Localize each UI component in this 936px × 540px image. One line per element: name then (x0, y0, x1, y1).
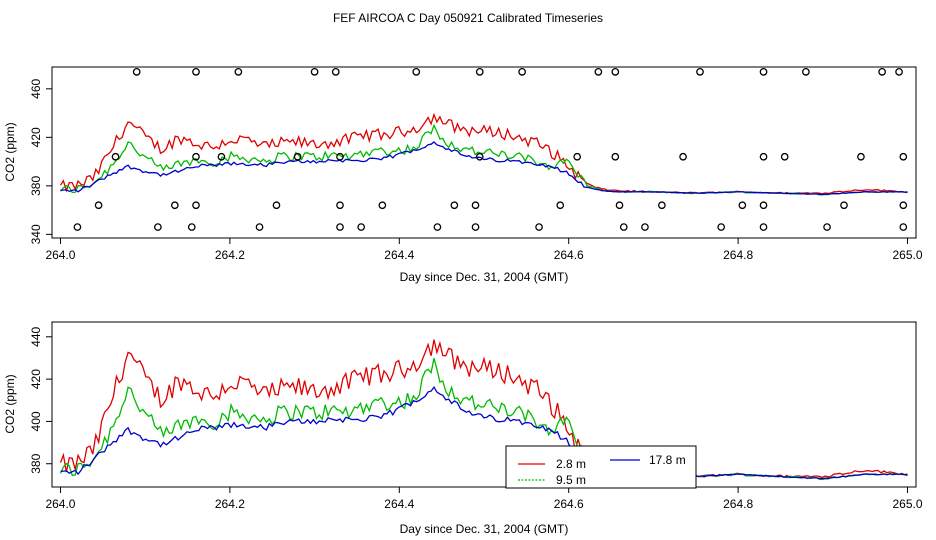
calibration-marker (471, 223, 480, 231)
legend-label-9-5m: 9.5 m (556, 473, 586, 487)
calibration-marker (759, 68, 768, 76)
bottom-panel: 264.0 264.2 264.4 264.6 264.8 265.0 380 400 420 4… (3, 321, 923, 536)
top-x-tick-label: 264.6 (554, 248, 584, 262)
calibration-marker (293, 152, 302, 161)
bottom-x-axis-label: Day since Dec. 31, 2004 (GMT) (400, 522, 569, 536)
bottom-y-axis-label: CO2 (ppm) (3, 374, 17, 433)
calibration-marker (132, 68, 141, 76)
calibration-marker (217, 152, 226, 161)
top-panel: 264.0 264.2 264.4 264.6 264.8 265.0 340 380 420 4… (3, 66, 923, 284)
bottom-x-tick-label: 264.2 (215, 497, 245, 511)
top-y-tick-label: 460 (29, 78, 43, 98)
bottom-x-tick-label: 265.0 (893, 497, 923, 511)
calibration-marker (802, 68, 810, 76)
top-y-tick-label: 420 (29, 127, 43, 147)
calibration-marker (378, 201, 387, 210)
calibration-marker (255, 223, 264, 231)
top-x-tick-label: 264.4 (384, 248, 414, 262)
calibration-marker (412, 68, 421, 76)
calibration-marker (780, 152, 789, 161)
calibration-marker (518, 68, 526, 76)
calibration-marker (615, 201, 624, 210)
bottom-plot-frame (51, 321, 917, 488)
top-x-tick-label: 264.0 (45, 248, 75, 262)
top-x-tick-label: 264.8 (723, 248, 753, 262)
calibration-marker (594, 68, 603, 76)
top-y-axis-label: CO2 (ppm) (3, 122, 17, 181)
calibration-marker (475, 68, 484, 76)
top-x-tick-label: 264.2 (215, 248, 245, 262)
bottom-x-tick-label: 264.8 (723, 497, 753, 511)
top-y-tick-label: 380 (29, 176, 43, 196)
bottom-x-tick-label: 264.6 (554, 497, 584, 511)
calibration-marker (357, 223, 366, 231)
calibration-marker (433, 223, 442, 231)
legend-label-2-8m: 2.8 m (556, 457, 586, 471)
legend-box (505, 445, 697, 489)
bottom-x-tick-label: 264.0 (45, 497, 75, 511)
calibration-marker (471, 201, 480, 210)
bottom-y-tick-label: 380 (29, 453, 43, 473)
calibration-marker (738, 201, 747, 210)
figure-title: FEF AIRCOA C Day 050921 Calibrated Times… (333, 11, 603, 25)
calibration-marker (154, 223, 162, 231)
calibration-marker (272, 201, 281, 210)
calibration-marker (679, 152, 687, 161)
bottom-series-2-8m (59, 339, 908, 479)
calibration-marker (899, 223, 908, 231)
calibration-marker (611, 152, 620, 161)
calibration-marker (759, 201, 768, 210)
calibration-marker (94, 201, 103, 210)
calibration-marker (336, 223, 344, 231)
top-series-2-8m (59, 112, 908, 195)
bottom-y-tick-label: 440 (29, 326, 43, 346)
calibration-marker (556, 201, 565, 210)
top-x-axis-label: Day since Dec. 31, 2004 (GMT) (400, 270, 569, 284)
calibration-marker (331, 68, 340, 76)
calibration-marker (857, 152, 865, 161)
calibration-marker (895, 68, 903, 76)
calibration-marker (717, 223, 726, 231)
calibration-marker (759, 152, 768, 161)
calibration-marker (192, 201, 200, 210)
bottom-x-tick-label: 264.4 (384, 497, 414, 511)
calibration-marker (696, 68, 704, 76)
calibration-marker (573, 152, 582, 161)
calibration-marker (475, 152, 484, 161)
calibration-marker (759, 223, 768, 231)
calibration-marker (823, 223, 831, 231)
calibration-marker (611, 68, 620, 76)
top-x-tick-label: 265.0 (893, 248, 923, 262)
calibration-marker (535, 223, 543, 231)
calibration-marker (450, 201, 459, 210)
calibration-marker (899, 152, 908, 161)
calibration-marker (336, 201, 344, 210)
bottom-series-17-8m (60, 386, 908, 480)
bottom-y-tick-label: 420 (29, 369, 43, 389)
calibration-marker (899, 201, 908, 210)
calibration-marker (641, 223, 649, 231)
calibration-marker (192, 68, 200, 76)
calibration-marker (336, 152, 344, 161)
calibration-marker (170, 201, 179, 210)
bottom-y-tick-label: 400 (29, 411, 43, 431)
calibration-marker (310, 68, 319, 76)
calibration-marker (878, 68, 886, 76)
top-plot-frame (51, 66, 917, 239)
legend-label-17-8m: 17.8 m (649, 453, 686, 467)
legend: 2.8 m 9.5 m 17.8 m (505, 445, 697, 489)
calibration-marker (658, 201, 666, 210)
calibration-marker (234, 68, 243, 76)
calibration-marker (111, 152, 120, 161)
calibration-marker (619, 223, 628, 231)
bottom-series-9-5m (59, 358, 908, 481)
calibration-marker (840, 201, 848, 210)
top-y-tick-label: 340 (29, 224, 43, 244)
calibration-marker (73, 223, 82, 231)
calibration-marker (192, 152, 200, 161)
calibration-marker (187, 223, 196, 231)
top-series-17-8m (60, 141, 908, 196)
